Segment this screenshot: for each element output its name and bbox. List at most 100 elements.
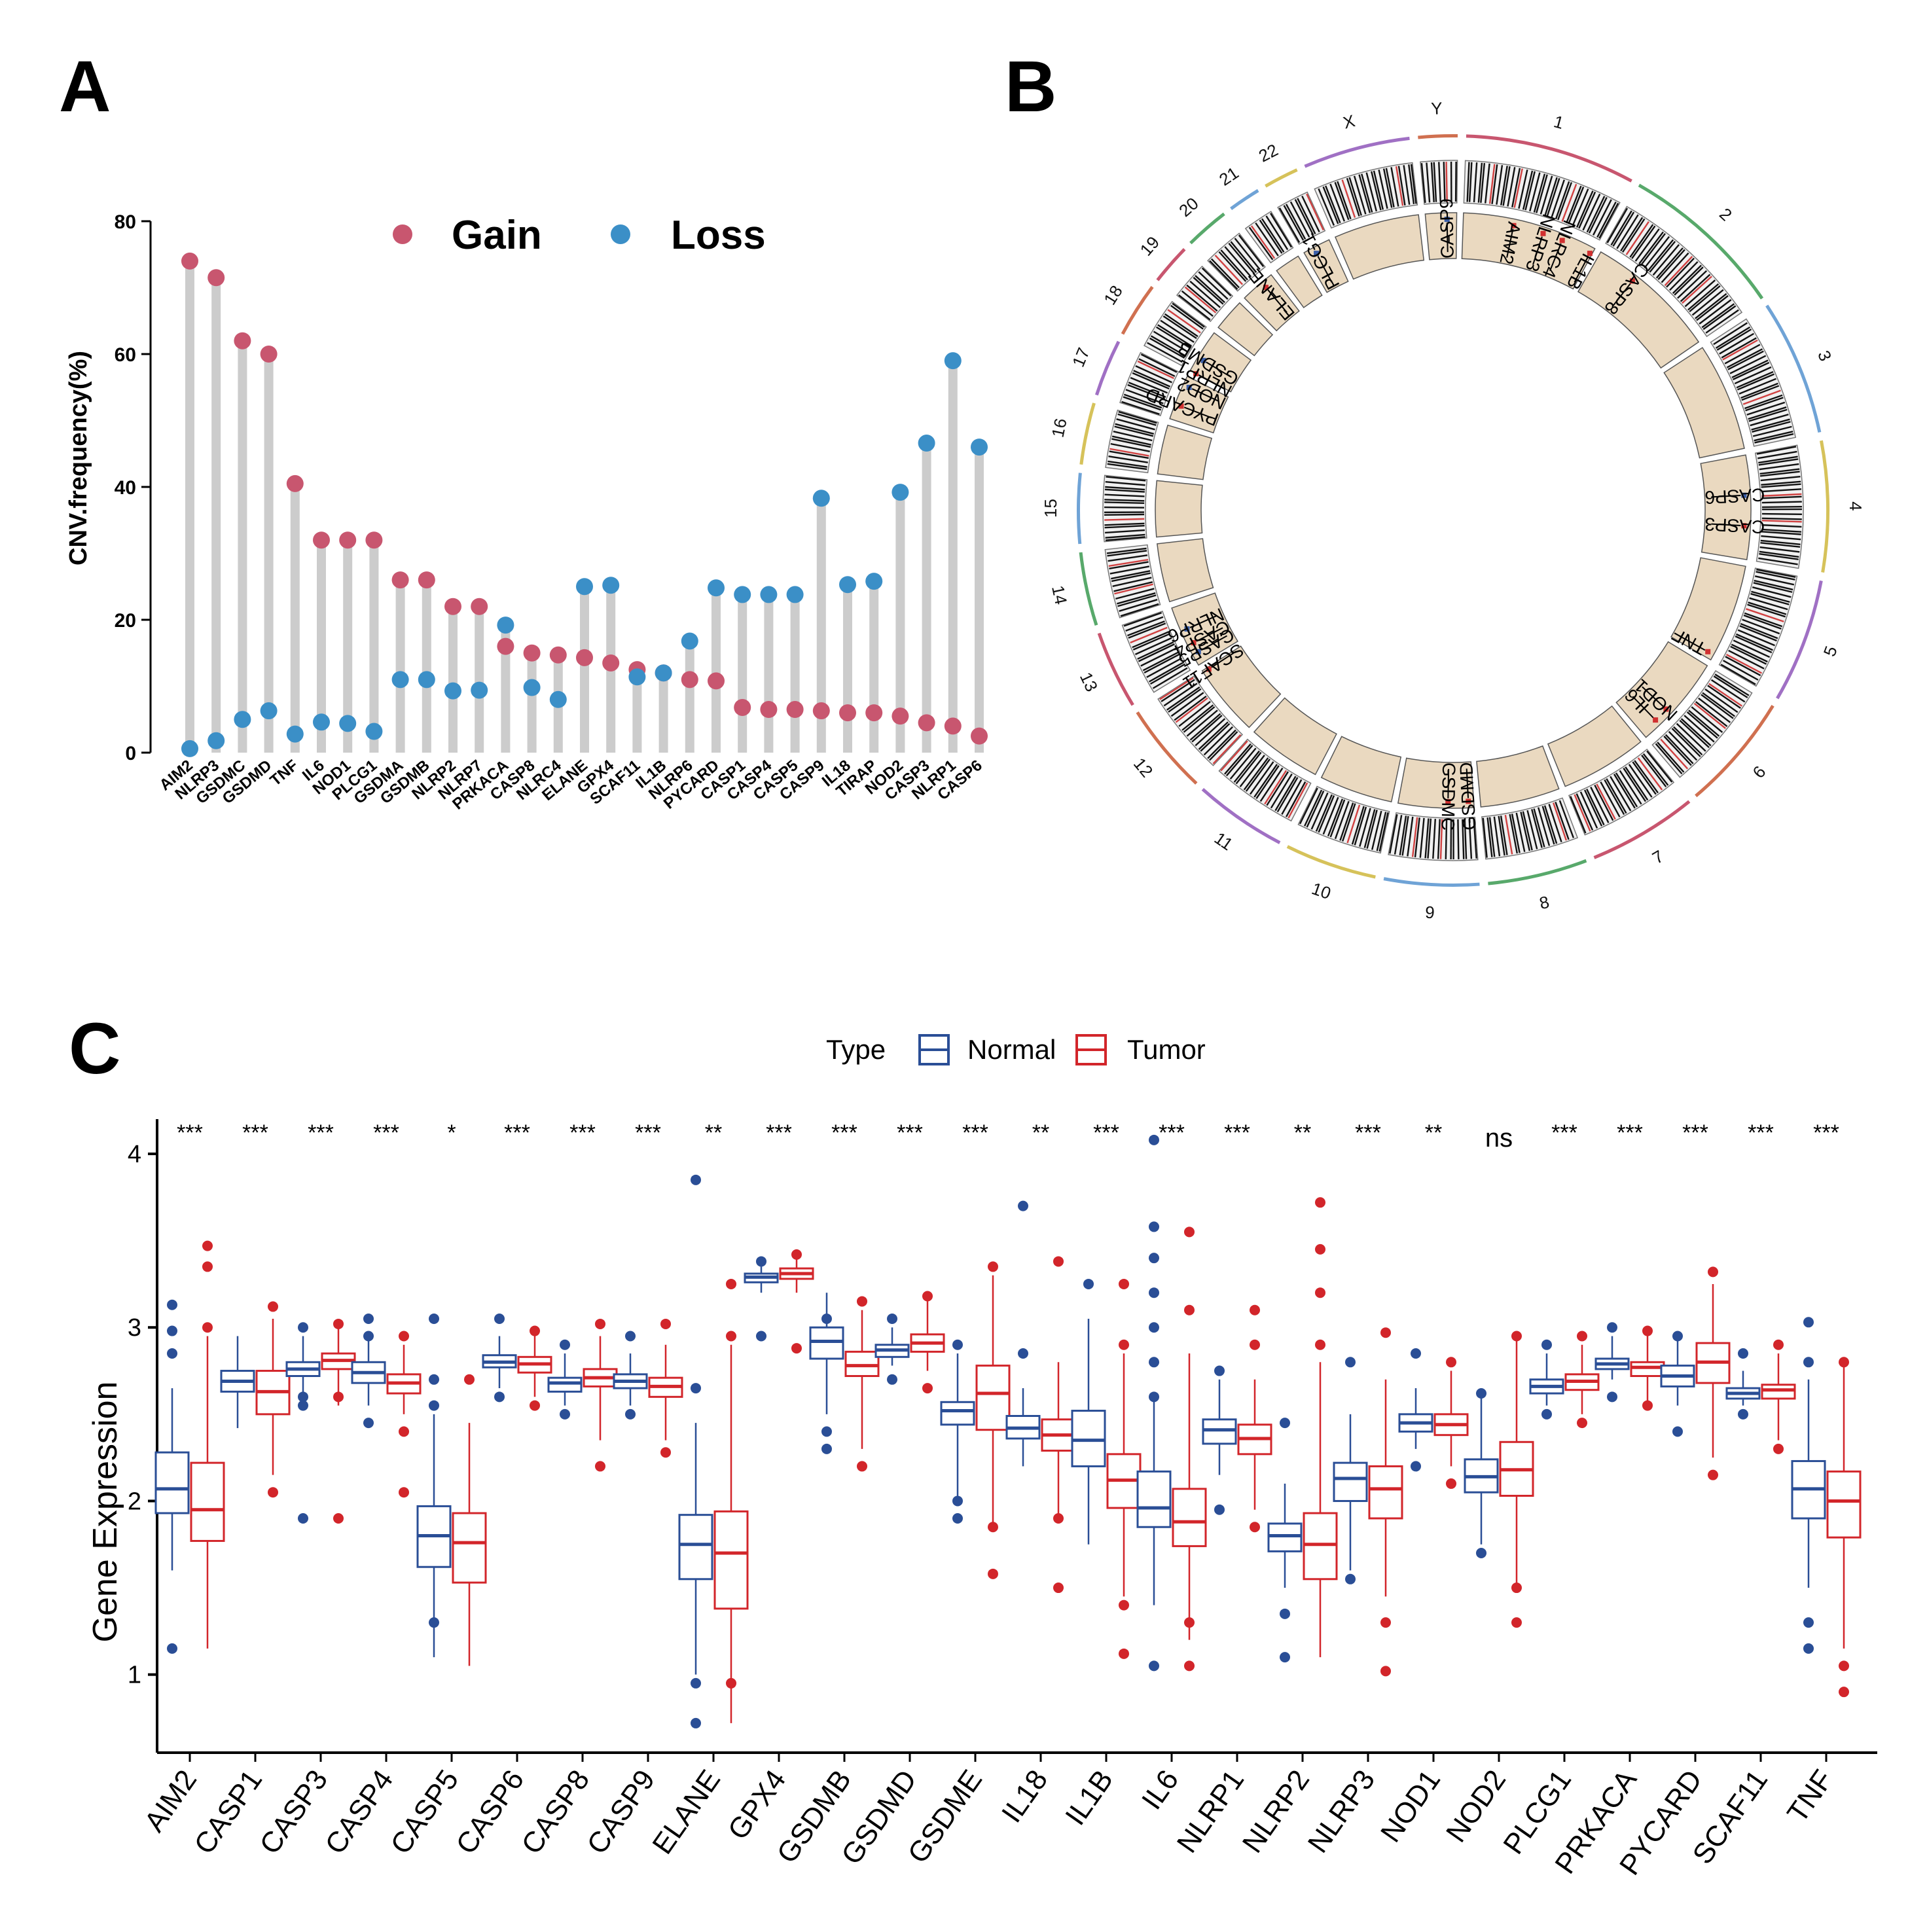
panel-c-y-tick-label: 3: [128, 1314, 141, 1342]
cytoband-stripe: [1468, 819, 1473, 859]
gain-point: [234, 332, 251, 349]
cytoband-stripe: [1294, 199, 1314, 236]
cytoband-stripe: [1329, 183, 1346, 222]
cytoband-stripe: [1705, 309, 1739, 334]
chromosome-outline-arc: [1189, 212, 1225, 245]
cytoband-stripe: [1299, 787, 1318, 825]
legend-tumor-label: Tumor: [1127, 1034, 1206, 1065]
cytoband-stripe: [1629, 224, 1654, 258]
cytoband-stripe: [1466, 162, 1470, 202]
cytoband-stripe: [1582, 193, 1601, 231]
cytoband-stripe: [1644, 236, 1670, 269]
tumor-outlier: [1511, 1583, 1522, 1594]
normal-outlier: [1149, 1357, 1159, 1368]
gene-marker: [1195, 649, 1201, 654]
chromosome-label: 1: [1552, 111, 1566, 133]
tumor-outlier: [726, 1677, 736, 1689]
cytoband-stripe: [1189, 280, 1221, 308]
cytoband-stripe: [1351, 806, 1365, 845]
cytoband-stripe: [1504, 814, 1513, 855]
tumor-outlier: [399, 1426, 409, 1437]
tumor-outlier: [726, 1278, 736, 1289]
panel-c-x-tick-label: CASP3: [253, 1764, 334, 1860]
cnv-track-segment: [1615, 641, 1708, 738]
tumor-box: [1368, 1465, 1403, 1520]
cytoband-stripe: [1715, 326, 1751, 349]
normal-outlier: [494, 1313, 505, 1324]
cytoband-stripe: [1229, 747, 1257, 779]
gene-connector: [1191, 388, 1219, 402]
cytoband-stripe: [1209, 260, 1238, 290]
cytoband-stripe: [1623, 768, 1647, 802]
tumor-box: [1172, 1488, 1207, 1547]
normal-outlier: [1149, 1134, 1159, 1145]
cytoband-stripe: [1304, 789, 1323, 827]
cnv-track-segment: [1663, 347, 1745, 459]
cytoband-stripe: [1761, 531, 1801, 535]
cytoband-stripe: [1163, 683, 1198, 707]
cytoband-stripe: [1322, 186, 1339, 224]
cytoband-stripe: [1702, 692, 1735, 717]
chromosome-label: 3: [1814, 348, 1835, 364]
normal-outlier: [494, 1391, 505, 1403]
cytoband-stripe: [1754, 431, 1793, 442]
cytoband-stripe: [1259, 219, 1283, 254]
cytoband-stripe: [1572, 188, 1589, 226]
cytoband-stripe: [1104, 513, 1145, 516]
chromosome-label: 2: [1716, 204, 1736, 225]
loss-point: [760, 586, 778, 603]
cytoband-stripe: [1276, 777, 1299, 813]
tumor-outlier: [1380, 1617, 1391, 1628]
tumor-outlier: [1184, 1660, 1195, 1672]
cytoband-stripe: [1756, 446, 1797, 455]
cytoband-stripe: [1108, 456, 1148, 463]
cytoband-stripe: [1637, 757, 1663, 791]
cytoband-stripe: [1361, 173, 1373, 213]
gene-marker: [1191, 640, 1197, 646]
panel-letter-b: B: [1005, 46, 1056, 127]
cytoband-stripe: [1540, 175, 1553, 215]
cytoband-stripe: [1748, 408, 1788, 422]
cytoband-stripe: [1576, 793, 1594, 831]
cytoband-stripe: [1647, 239, 1674, 272]
cytoband-stripe: [1522, 170, 1534, 210]
gene-connector: [1206, 361, 1232, 378]
cytoband-stripe: [1752, 421, 1791, 433]
gene-connector: [1183, 406, 1212, 419]
cytoband-stripe: [1496, 165, 1504, 205]
loss-point: [418, 671, 435, 689]
cytoband-stripe: [1397, 166, 1406, 206]
cytoband-stripe: [1142, 651, 1180, 671]
tumor-outlier: [1577, 1331, 1587, 1342]
normal-outlier: [1411, 1348, 1421, 1359]
cytoband-stripe: [1555, 181, 1570, 220]
cytoband-stripe: [1243, 757, 1269, 791]
cytoband-stripe: [1371, 810, 1382, 850]
normal-outlier: [691, 1383, 701, 1394]
cytoband-stripe: [1255, 765, 1280, 799]
cytoband-stripe: [1612, 211, 1635, 247]
cytoband-stripe: [1420, 163, 1426, 204]
cytoband-stripe: [1533, 808, 1545, 848]
normal-outlier: [1476, 1548, 1486, 1559]
normal-outlier: [625, 1331, 636, 1342]
tumor-outlier: [1119, 1339, 1129, 1350]
normal-outlier: [1018, 1348, 1028, 1359]
cytoband-stripe: [1108, 558, 1149, 567]
cytoband-stripe: [1414, 817, 1420, 857]
cytoband-stripe: [1488, 817, 1496, 857]
cytoband-stripe: [1737, 373, 1775, 391]
normal-outlier: [1738, 1348, 1748, 1359]
cytoband-stripe: [1610, 210, 1632, 246]
gain-point: [891, 707, 909, 725]
significance-label: *: [447, 1120, 456, 1145]
tumor-outlier: [988, 1522, 998, 1533]
cytoband-stripe: [1424, 818, 1430, 859]
cytoband-stripe: [1162, 315, 1197, 340]
cytoband-stripe: [1157, 324, 1193, 347]
normal-outlier: [1803, 1317, 1814, 1328]
cytoband-stripe: [1119, 599, 1158, 612]
cytoband-stripe: [1724, 344, 1761, 365]
cytoband-stripe: [1125, 389, 1164, 404]
gain-point: [313, 531, 330, 549]
